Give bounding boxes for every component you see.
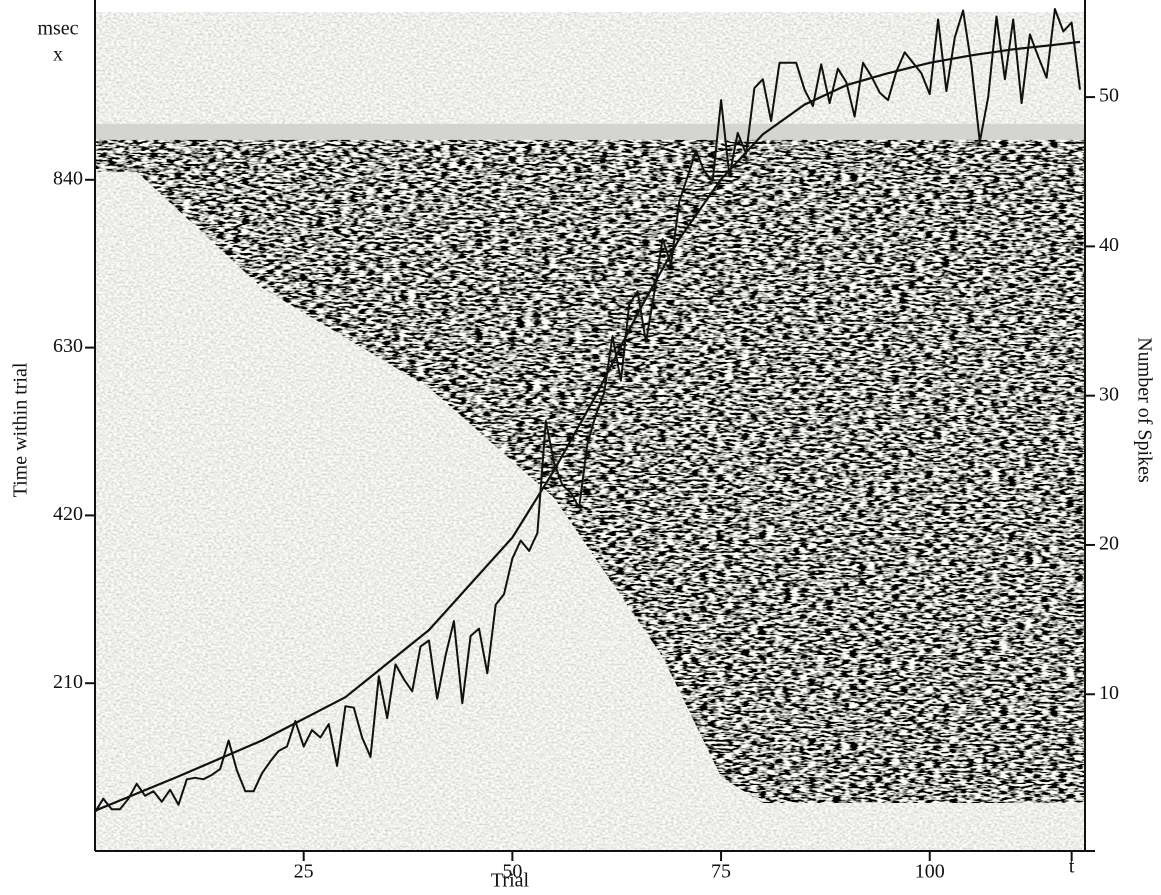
- y2-tick-label: 30: [1099, 383, 1119, 405]
- response-region: [95, 139, 1085, 804]
- x-tick-label: 100: [915, 861, 945, 883]
- x-tick-label: 75: [711, 861, 731, 883]
- x-tick-label: 50: [502, 861, 522, 883]
- y-tick-label: 420: [53, 503, 83, 525]
- y-marker: x: [53, 44, 63, 66]
- y-tick-label: 210: [53, 671, 83, 693]
- y2-axis-title: Number of Spikes: [1133, 337, 1155, 483]
- y-axis-title: Time within trial: [10, 362, 32, 497]
- x-axis-title: Trial: [491, 870, 530, 892]
- y-tick-label: 840: [53, 167, 83, 189]
- y-tick-label: 630: [53, 335, 83, 357]
- x-tick-label: t: [1069, 856, 1075, 878]
- y2-tick-label: 10: [1099, 682, 1119, 704]
- y2-tick-label: 20: [1099, 533, 1119, 555]
- fit-curve: [94, 40, 1081, 812]
- y-unit: msec: [37, 18, 78, 40]
- trial-end-band: [95, 123, 1085, 140]
- x-tick-label: 25: [294, 861, 314, 883]
- y2-tick-label: 50: [1099, 85, 1119, 107]
- plot-area: [94, 8, 1085, 851]
- y2-tick-label: 40: [1099, 234, 1119, 256]
